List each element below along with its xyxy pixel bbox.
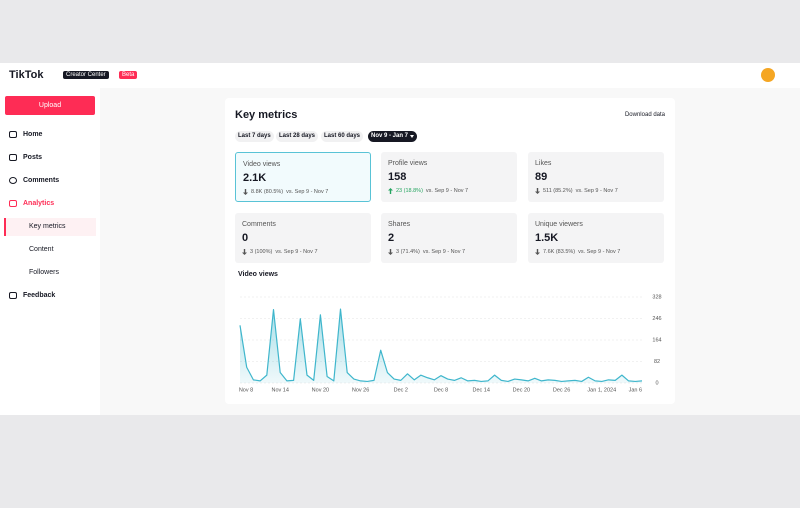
metric-change-row: 3 (100%) vs. Sep 9 - Nov 7 [242, 249, 318, 255]
metric-compare: vs. Sep 9 - Nov 7 [286, 189, 329, 195]
metric-label: Video views [243, 161, 281, 168]
trend-arrow [535, 249, 540, 255]
trend-arrow [535, 188, 540, 194]
metric-compare: vs. Sep 9 - Nov 7 [578, 249, 621, 255]
metric-change: 7.6K (83.5%) [543, 249, 576, 255]
beta-badge: Beta [119, 71, 138, 79]
metric-value: 89 [535, 171, 548, 183]
nav-analytics[interactable]: Analytics [9, 200, 54, 207]
x-tick-label: Nov 20 [312, 387, 329, 393]
metric-change-row: 511 (85.2%) vs. Sep 9 - Nov 7 [535, 188, 618, 194]
metric-value: 2.1K [243, 172, 267, 184]
metric-label: Profile views [388, 160, 428, 167]
x-tick-label: Dec 2 [394, 387, 408, 393]
card-title: Key metrics [235, 109, 298, 121]
nav-label: Home [23, 131, 43, 138]
x-tick-label: Jan 6 [629, 387, 642, 393]
x-tick-label: Dec 14 [472, 387, 489, 393]
top-bar: TikTok Creator Center Beta [0, 63, 800, 88]
chart-title: Video views [238, 271, 278, 278]
line [239, 308, 643, 383]
metric-compare: vs. Sep 9 - Nov 7 [422, 249, 466, 255]
metric-tile[interactable]: Likes 89 511 (85.2%) vs. Sep 9 - Nov 7 [528, 152, 664, 202]
metric-compare: vs. Sep 9 - Nov 7 [575, 188, 618, 194]
nav-content[interactable]: Content [29, 246, 54, 253]
x-tick-label: Jan 1, 2024 [587, 387, 616, 393]
metric-label: Shares [388, 221, 411, 228]
range-button[interactable]: Nov 9 - Jan 7 [368, 131, 418, 142]
avatar[interactable] [761, 68, 775, 82]
y-tick-label: 328 [652, 294, 661, 300]
metric-value: 2 [388, 232, 395, 244]
metric-value: 158 [388, 171, 407, 183]
metric-tile[interactable]: Unique viewers 1.5K 7.6K (83.5%) vs. Sep 9 … [528, 213, 664, 263]
trend-arrow [243, 189, 248, 195]
metric-change-row: 7.6K (83.5%) vs. Sep 9 - Nov 7 [535, 249, 620, 255]
logo[interactable]: TikTok [9, 69, 44, 81]
sidebar: Upload Home Posts Comments Analytics Key… [0, 88, 100, 415]
metric-change: 511 (85.2%) [543, 188, 573, 194]
metric-tile[interactable]: Shares 2 3 (71.4%) vs. Sep 9 - Nov 7 [381, 213, 517, 263]
nav-home[interactable]: Home [9, 131, 42, 138]
nav-key-metrics[interactable]: Key metrics [29, 223, 66, 230]
metrics-card: Key metrics Download data Video views La… [225, 98, 675, 404]
metric-tile[interactable]: Comments 0 3 (100%) vs. Sep 9 - Nov 7 [235, 213, 371, 263]
y-tick-label: 164 [652, 337, 661, 343]
metric-compare: vs. Sep 9 - Nov 7 [275, 249, 318, 255]
nav-posts[interactable]: Posts [9, 154, 42, 161]
nav-comments[interactable]: Comments [9, 177, 59, 184]
y-tick-label: 82 [654, 359, 660, 365]
trend-arrow [388, 188, 393, 194]
nav-label: Analytics [23, 200, 55, 207]
metric-tile[interactable]: Video views 2.1K 8.8K (80.5%) vs. Sep 9 - N… [235, 152, 371, 202]
metric-compare: vs. Sep 9 - Nov 7 [425, 188, 469, 194]
metric-change-row: 23 (18.8%) vs. Sep 9 - Nov 7 [388, 188, 468, 194]
metric-change: 3 (71.4%) [396, 249, 420, 255]
x-tick-label: Nov 26 [352, 387, 369, 393]
dropdown-caret [410, 135, 415, 138]
upload-button[interactable]: Upload [5, 96, 95, 115]
range-button[interactable]: Last 7 days [235, 131, 274, 142]
nav-label: Feedback [23, 292, 56, 299]
metric-change-row: 8.8K (80.5%) vs. Sep 9 - Nov 7 [243, 189, 328, 195]
metric-tile[interactable]: Profile views 158 23 (18.8%) vs. Sep 9 - No… [381, 152, 517, 202]
x-tick-label: Dec 26 [553, 387, 570, 393]
x-tick-label: Dec 8 [434, 387, 448, 393]
metric-value: 1.5K [535, 232, 559, 244]
nav-label: Comments [23, 177, 60, 184]
metric-change: 8.8K (80.5%) [251, 189, 284, 195]
range-button[interactable]: Last 60 days [321, 131, 364, 142]
creator-badge: Creator Center [63, 71, 109, 79]
download-link[interactable]: Download data [624, 112, 665, 118]
metric-label: Comments [242, 221, 276, 228]
chart: 0 82 164 246 328 Nov 8 Nov 14 Nov 20 Nov 26 Dec 2… [239, 294, 662, 393]
trend-arrow [388, 249, 393, 255]
metric-change: 3 (100%) [250, 249, 273, 255]
metric-value: 0 [242, 232, 249, 244]
x-tick-label: Dec 20 [513, 387, 530, 393]
nav-label: Posts [23, 154, 43, 161]
metric-label: Unique viewers [535, 221, 583, 228]
x-tick-label: Nov 8 [239, 387, 253, 393]
metric-change-row: 3 (71.4%) vs. Sep 9 - Nov 7 [388, 249, 465, 255]
range-button[interactable]: Last 28 days [276, 131, 319, 142]
trend-arrow [242, 249, 247, 255]
active-item-bg [4, 218, 96, 236]
metric-change: 23 (18.8%) [396, 188, 423, 194]
nav-followers[interactable]: Followers [29, 269, 59, 276]
x-tick-label: Nov 14 [271, 387, 288, 393]
nav-feedback[interactable]: Feedback [9, 292, 55, 299]
metric-label: Likes [535, 160, 552, 167]
y-tick-label: 0 [655, 380, 658, 386]
y-tick-label: 246 [652, 316, 661, 322]
area [240, 309, 642, 383]
